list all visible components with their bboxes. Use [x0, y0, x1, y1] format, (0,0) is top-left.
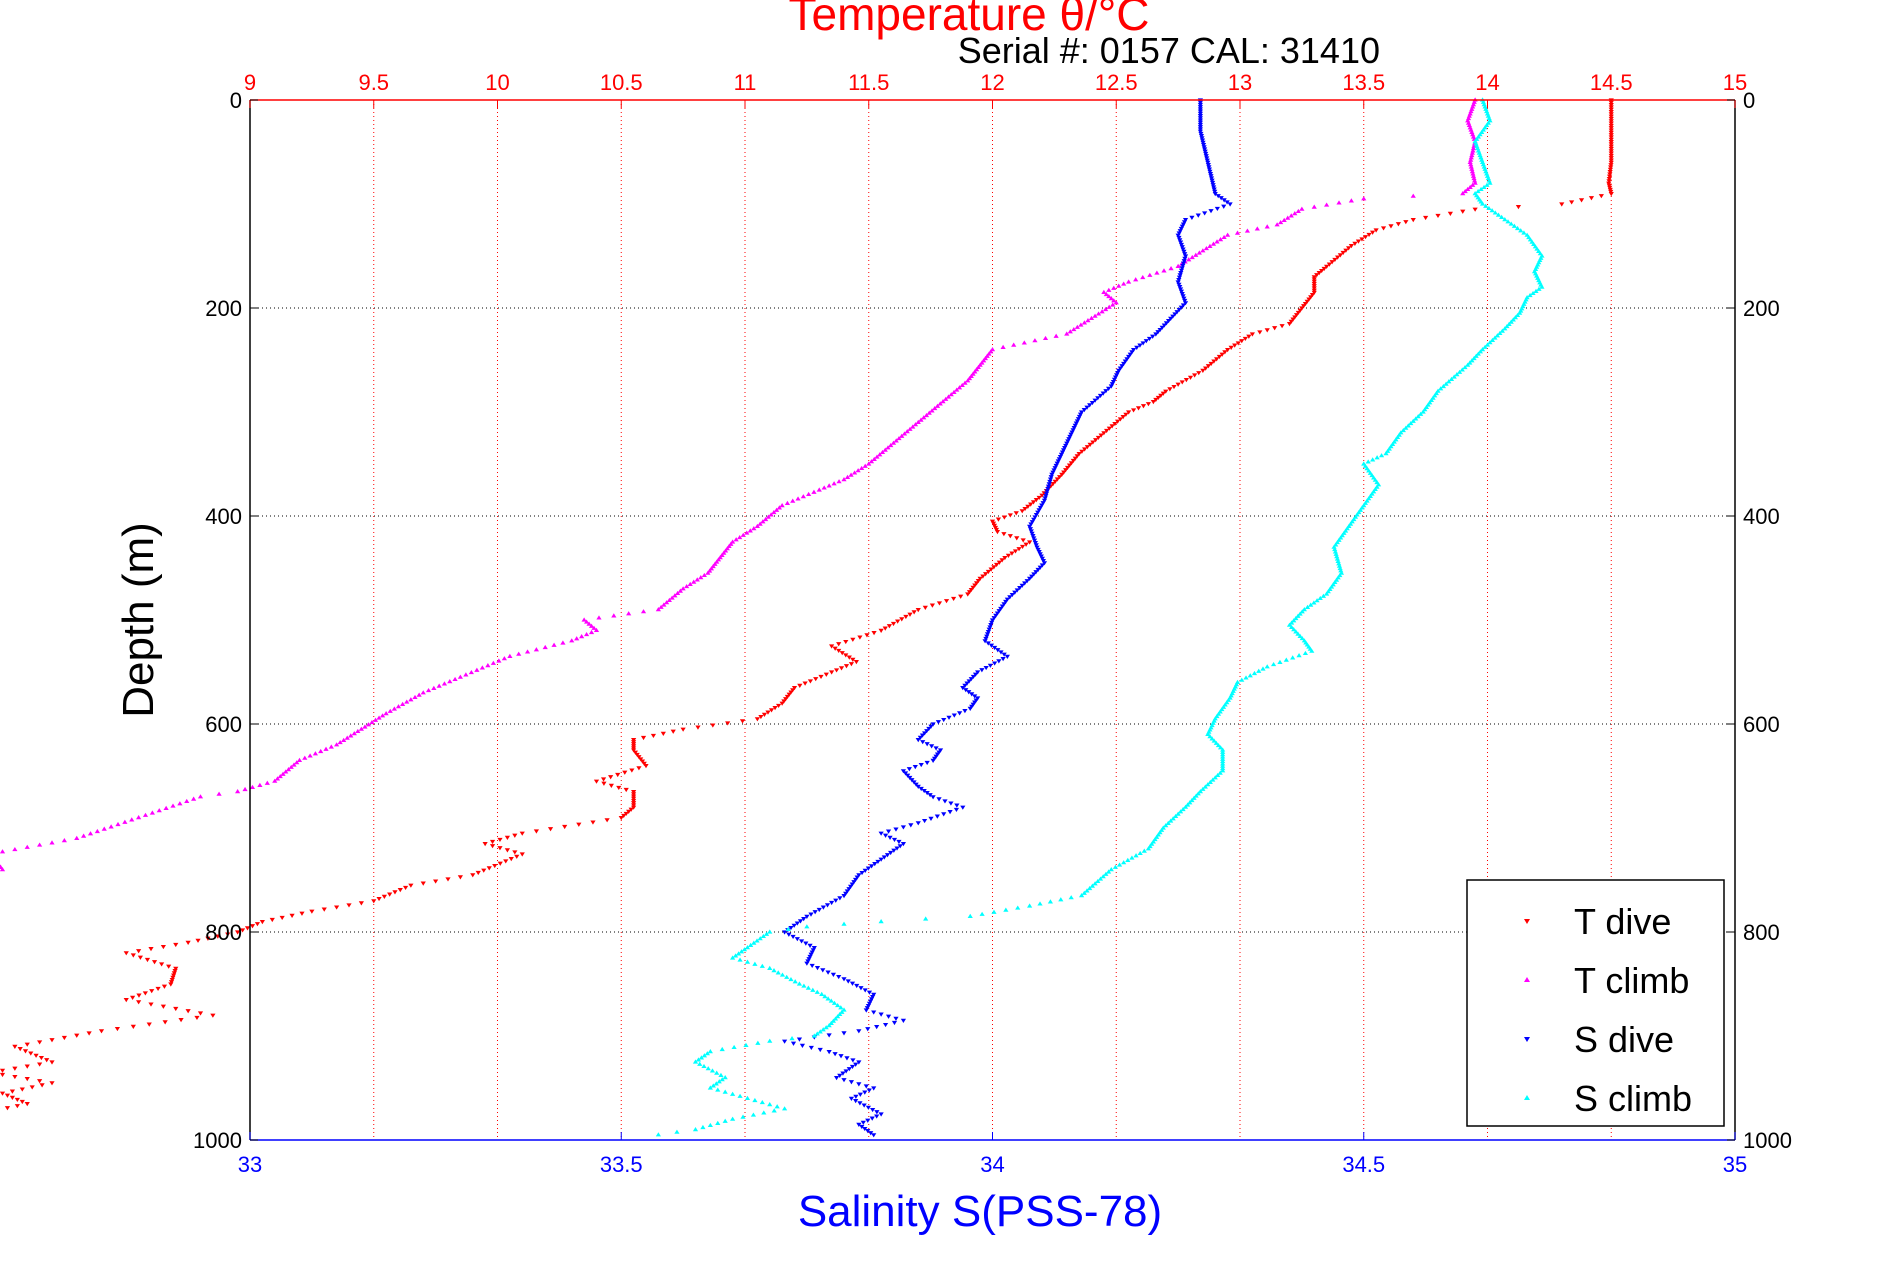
- bottom-tick-label: 33: [238, 1152, 262, 1177]
- bottom-tick-label: 34.5: [1342, 1152, 1385, 1177]
- bottom-tick-label: 34: [980, 1152, 1004, 1177]
- top-tick-label: 11.5: [848, 70, 889, 95]
- top-tick-label: 10.5: [600, 70, 643, 95]
- y-axis-label: Depth (m): [114, 522, 163, 718]
- top-tick-label: 13: [1228, 70, 1252, 95]
- top-tick-label: 12: [980, 70, 1004, 95]
- bottom-tick-label: 33.5: [600, 1152, 643, 1177]
- top-tick-label: 10: [485, 70, 509, 95]
- top-tick-label: 9.5: [358, 70, 389, 95]
- top-tick-label: 11: [734, 70, 757, 95]
- right-tick-label: 600: [1743, 712, 1780, 737]
- right-tick-label: 1000: [1743, 1128, 1792, 1153]
- left-tick-label: 600: [205, 712, 242, 737]
- legend-label: T climb: [1574, 960, 1689, 1001]
- top-tick-label: 13.5: [1342, 70, 1385, 95]
- legend-label: S dive: [1574, 1019, 1674, 1060]
- top-tick-label: 12.5: [1095, 70, 1138, 95]
- bottom-tick-label: 35: [1723, 1152, 1747, 1177]
- left-tick-label: 800: [205, 920, 242, 945]
- top-tick-label: 9: [244, 70, 256, 95]
- right-tick-label: 800: [1743, 920, 1780, 945]
- x-axis-label: Salinity S(PSS-78): [798, 1187, 1162, 1236]
- top-tick-label: 14.5: [1590, 70, 1633, 95]
- right-tick-label: 200: [1743, 296, 1780, 321]
- chart-subtitle: Serial #: 0157 CAL: 31410: [958, 30, 1380, 71]
- left-tick-label: 200: [205, 296, 242, 321]
- legend-label: S climb: [1574, 1078, 1692, 1119]
- left-tick-label: 1000: [193, 1128, 242, 1153]
- left-tick-label: 0: [230, 88, 242, 113]
- right-tick-label: 400: [1743, 504, 1780, 529]
- left-tick-label: 400: [205, 504, 242, 529]
- right-tick-label: 0: [1743, 88, 1755, 113]
- top-tick-label: 14: [1475, 70, 1499, 95]
- legend: T dive T climb S dive S climb: [1467, 880, 1724, 1126]
- legend-label: T dive: [1574, 901, 1671, 942]
